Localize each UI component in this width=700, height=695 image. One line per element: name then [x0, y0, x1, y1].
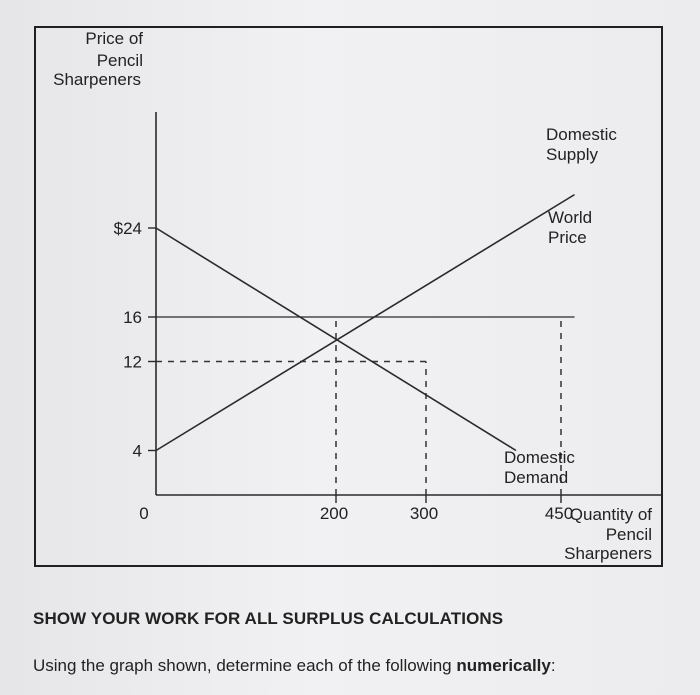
domestic-supply-label: Supply — [546, 145, 598, 164]
x-axis-label: Quantity of — [570, 505, 652, 524]
domestic-demand-label: Demand — [504, 468, 568, 487]
graph-frame — [34, 26, 663, 567]
origin-label: 0 — [139, 504, 148, 523]
world-price-label: Price — [548, 228, 587, 247]
y-tick-label: 16 — [123, 308, 142, 327]
y-tick-label: 4 — [133, 442, 142, 461]
x-tick-label: 300 — [410, 504, 438, 523]
instructions-emphasis: numerically — [456, 656, 551, 675]
y-axis-label: Sharpeners — [53, 70, 141, 89]
x-axis-label: Pencil — [606, 525, 652, 544]
world-price-label: World — [548, 208, 592, 227]
y-tick-label: 12 — [123, 353, 142, 372]
domestic-supply-label: Domestic — [546, 125, 617, 144]
y-tick-label: $24 — [114, 219, 142, 238]
domestic-supply-line — [155, 193, 575, 452]
y-axis-label: Pencil — [97, 51, 143, 70]
x-axis-label: Sharpeners — [564, 544, 652, 563]
x-tick-label: 450 — [545, 504, 573, 523]
domestic-demand-label: Domestic — [504, 448, 575, 467]
x-tick-label: 200 — [320, 504, 348, 523]
instructions-prefix: Using the graph shown, determine each of… — [33, 656, 457, 675]
y-axis-label: Price of — [85, 29, 143, 48]
instructions-text: Using the graph shown, determine each of… — [33, 656, 556, 676]
instructions-heading: SHOW YOUR WORK FOR ALL SURPLUS CALCULATI… — [33, 609, 504, 628]
instructions-suffix: : — [550, 656, 556, 675]
domestic-demand-line — [155, 227, 517, 452]
